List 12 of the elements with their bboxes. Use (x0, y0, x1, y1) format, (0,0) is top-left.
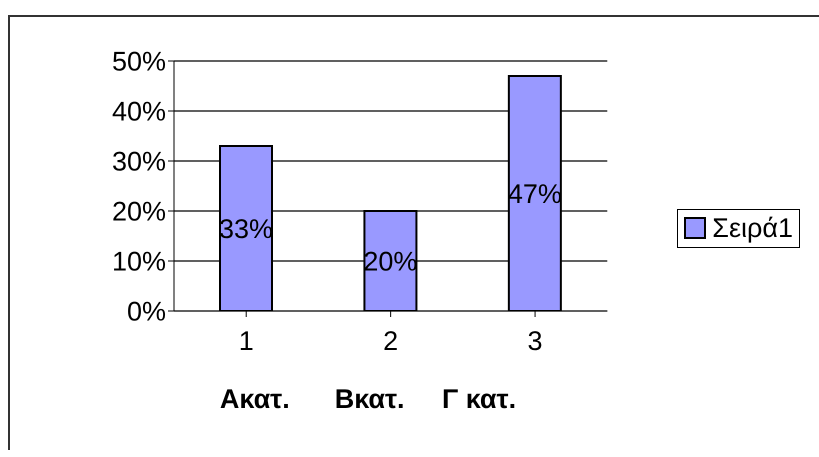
y-tick-label: 30% (112, 146, 166, 177)
x-tick-label: 2 (383, 326, 398, 356)
x-axis-title: Ακατ. Βκατ. Γ κατ. (218, 384, 518, 415)
y-tick-label: 0% (126, 296, 166, 327)
x-tick-label: 1 (238, 326, 254, 356)
y-tick-label: 20% (112, 196, 166, 227)
y-tick-label: 50% (112, 46, 166, 77)
x-tick-label: 3 (528, 326, 543, 356)
legend-label: Σειρά1 (712, 212, 793, 244)
y-tick-label: 10% (112, 246, 166, 277)
y-tick-label: 40% (112, 96, 166, 127)
data-label: 33% (218, 214, 274, 244)
